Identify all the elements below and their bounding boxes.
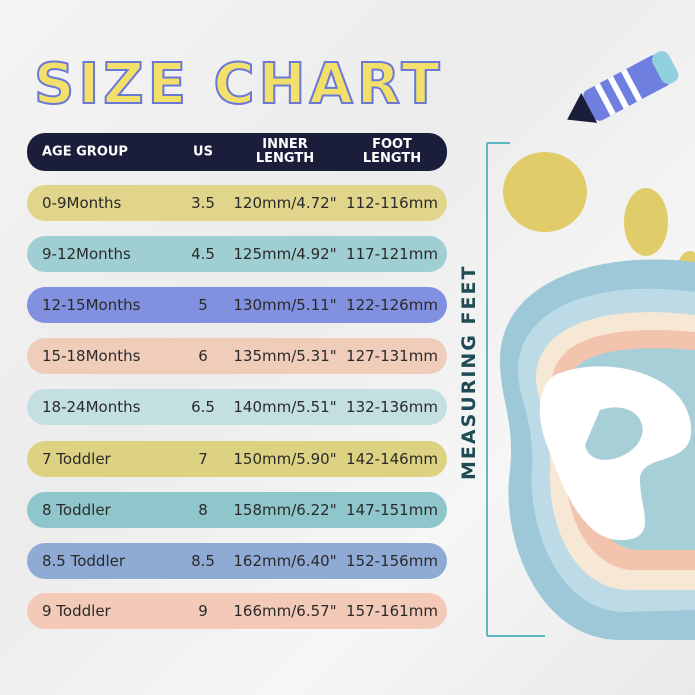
table-header: AGE GROUP US INNER LENGTH FOOT LENGTH (27, 133, 447, 171)
header-foot-line1: FOOT (372, 137, 412, 152)
cell-foot-length: 117-121mm (346, 245, 438, 263)
header-us: US (193, 144, 213, 160)
cell-age-group: 9 Toddler (42, 602, 111, 620)
table-row: 18-24Months 6.5 140mm/5.51" 132-136mm (27, 389, 447, 425)
table-row: 0-9Months 3.5 120mm/4.72" 112-116mm (27, 185, 447, 221)
cell-inner-length: 120mm/4.72" (233, 194, 337, 212)
toe (624, 188, 668, 256)
cell-us: 4.5 (191, 245, 215, 263)
table-row: 12-15Months 5 130mm/5.11" 122-126mm (27, 287, 447, 323)
cell-foot-length: 127-131mm (346, 347, 438, 365)
cell-us: 5 (198, 296, 208, 314)
table-row: 8.5 Toddler 8.5 162mm/6.40" 152-156mm (27, 543, 447, 579)
measuring-feet-label: MEASURING FEET (458, 264, 480, 480)
cell-age-group: 15-18Months (42, 347, 141, 365)
header-inner-length: INNER LENGTH (215, 138, 355, 166)
cell-foot-length: 112-116mm (346, 194, 438, 212)
cell-age-group: 12-15Months (42, 296, 141, 314)
cell-us: 3.5 (191, 194, 215, 212)
table-row: 8 Toddler 8 158mm/6.22" 147-151mm (27, 492, 447, 528)
cell-inner-length: 150mm/5.90" (233, 450, 337, 468)
cell-age-group: 8.5 Toddler (42, 552, 126, 570)
cell-foot-length: 157-161mm (346, 602, 438, 620)
pencil-icon (567, 51, 679, 123)
header-inner-line2: LENGTH (255, 151, 315, 166)
cell-foot-length: 122-126mm (346, 296, 438, 314)
header-inner-line1: INNER (262, 137, 308, 152)
cell-inner-length: 158mm/6.22" (233, 501, 337, 519)
cell-inner-length: 162mm/6.40" (233, 552, 337, 570)
header-foot-length: FOOT LENGTH (342, 138, 442, 166)
cell-age-group: 18-24Months (42, 398, 141, 416)
header-age-group: AGE GROUP (42, 144, 128, 160)
big-toe (503, 152, 587, 232)
header-foot-line2: LENGTH (362, 151, 422, 166)
ruler-line (486, 142, 545, 637)
cell-inner-length: 130mm/5.11" (233, 296, 337, 314)
cell-us: 8.5 (191, 552, 215, 570)
table-row: 15-18Months 6 135mm/5.31" 127-131mm (27, 338, 447, 374)
cell-inner-length: 125mm/4.92" (233, 245, 337, 263)
cell-age-group: 7 Toddler (42, 450, 111, 468)
table-row: 9 Toddler 9 166mm/6.57" 157-161mm (27, 593, 447, 629)
cell-inner-length: 140mm/5.51" (233, 398, 337, 416)
cell-us: 6 (198, 347, 208, 365)
cell-us: 7 (198, 450, 208, 468)
cell-foot-length: 142-146mm (346, 450, 438, 468)
cell-us: 9 (198, 602, 208, 620)
cell-age-group: 0-9Months (42, 194, 122, 212)
table-row: 7 Toddler 7 150mm/5.90" 142-146mm (27, 441, 447, 477)
cell-us: 6.5 (191, 398, 215, 416)
cell-age-group: 8 Toddler (42, 501, 111, 519)
cell-foot-length: 152-156mm (346, 552, 438, 570)
cell-foot-length: 132-136mm (346, 398, 438, 416)
cell-foot-length: 147-151mm (346, 501, 438, 519)
cell-us: 8 (198, 501, 208, 519)
cell-inner-length: 135mm/5.31" (233, 347, 337, 365)
cell-inner-length: 166mm/6.57" (233, 602, 337, 620)
cell-age-group: 9-12Months (42, 245, 131, 263)
page-title: SIZE CHART (33, 51, 444, 118)
table-row: 9-12Months 4.5 125mm/4.92" 117-121mm (27, 236, 447, 272)
